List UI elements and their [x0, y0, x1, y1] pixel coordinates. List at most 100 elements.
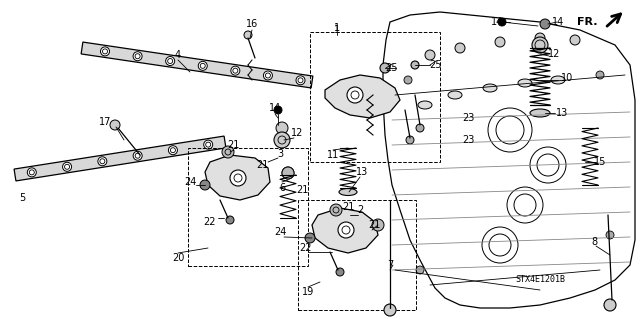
Circle shape: [274, 132, 290, 148]
Circle shape: [282, 167, 294, 179]
Circle shape: [570, 35, 580, 45]
Circle shape: [204, 140, 212, 149]
Text: 24: 24: [184, 177, 196, 187]
Circle shape: [276, 122, 288, 134]
Text: 12: 12: [291, 128, 303, 138]
Circle shape: [330, 204, 342, 216]
Text: 19: 19: [302, 287, 314, 297]
Text: 25: 25: [386, 63, 398, 73]
Text: 2: 2: [357, 205, 363, 215]
Circle shape: [498, 18, 506, 26]
Text: 1: 1: [334, 25, 340, 35]
Ellipse shape: [339, 189, 357, 196]
Circle shape: [198, 61, 207, 70]
Text: 21: 21: [227, 140, 239, 150]
Text: 21: 21: [368, 220, 380, 230]
Circle shape: [244, 31, 252, 39]
Text: 23: 23: [462, 113, 474, 123]
Circle shape: [110, 120, 120, 130]
Ellipse shape: [448, 91, 462, 99]
Text: 1: 1: [334, 23, 340, 33]
Ellipse shape: [551, 76, 565, 84]
Ellipse shape: [530, 109, 550, 117]
Text: 6: 6: [279, 183, 285, 193]
Circle shape: [406, 136, 414, 144]
Circle shape: [231, 66, 240, 75]
Text: 13: 13: [356, 167, 368, 177]
Polygon shape: [325, 75, 400, 118]
Circle shape: [226, 216, 234, 224]
Circle shape: [63, 162, 72, 171]
Polygon shape: [205, 155, 270, 200]
Text: 5: 5: [19, 193, 25, 203]
Circle shape: [222, 146, 234, 158]
Circle shape: [166, 56, 175, 65]
Circle shape: [133, 151, 142, 160]
Circle shape: [264, 71, 273, 80]
Circle shape: [596, 71, 604, 79]
Polygon shape: [383, 12, 635, 308]
Circle shape: [606, 231, 614, 239]
Text: 3: 3: [277, 149, 283, 159]
Polygon shape: [14, 136, 226, 181]
Circle shape: [540, 19, 550, 29]
Bar: [310, 32, 440, 162]
Ellipse shape: [483, 84, 497, 92]
Circle shape: [372, 219, 384, 231]
Text: 14: 14: [491, 17, 503, 27]
Text: 14: 14: [269, 103, 281, 113]
Circle shape: [425, 50, 435, 60]
Text: STX4E1201B: STX4E1201B: [515, 276, 565, 285]
Polygon shape: [312, 208, 378, 253]
Circle shape: [305, 233, 315, 243]
Text: 4: 4: [175, 50, 181, 60]
Text: 12: 12: [548, 49, 560, 59]
Text: 22: 22: [204, 217, 216, 227]
Circle shape: [98, 157, 107, 166]
Text: 11: 11: [327, 150, 339, 160]
Text: 21: 21: [296, 185, 308, 195]
Text: 16: 16: [246, 19, 258, 29]
Circle shape: [604, 299, 616, 311]
Circle shape: [532, 37, 548, 53]
Circle shape: [416, 124, 424, 132]
Text: 20: 20: [172, 253, 184, 263]
Text: 24: 24: [274, 227, 286, 237]
Circle shape: [347, 87, 363, 103]
Bar: [298, 200, 416, 310]
Circle shape: [416, 266, 424, 274]
Circle shape: [404, 76, 412, 84]
Text: FR.: FR.: [577, 17, 597, 27]
Text: 21: 21: [342, 202, 354, 212]
Circle shape: [455, 43, 465, 53]
Text: 22: 22: [299, 243, 311, 253]
Circle shape: [28, 168, 36, 177]
Text: 23: 23: [462, 135, 474, 145]
Text: 25: 25: [429, 60, 442, 70]
Text: 10: 10: [561, 73, 573, 83]
Text: 13: 13: [556, 108, 568, 118]
Circle shape: [384, 304, 396, 316]
Circle shape: [296, 76, 305, 85]
Circle shape: [411, 61, 419, 69]
Text: 7: 7: [387, 260, 393, 270]
Circle shape: [230, 170, 246, 186]
Circle shape: [133, 52, 142, 61]
Circle shape: [380, 63, 390, 73]
Circle shape: [200, 180, 210, 190]
Text: 14: 14: [552, 17, 564, 27]
Text: 8: 8: [591, 237, 597, 247]
Ellipse shape: [418, 101, 432, 109]
Circle shape: [168, 146, 177, 155]
Text: 21: 21: [256, 160, 268, 170]
Circle shape: [338, 222, 354, 238]
Text: 15: 15: [594, 157, 606, 167]
Circle shape: [100, 47, 109, 56]
Text: 17: 17: [99, 117, 111, 127]
Circle shape: [274, 106, 282, 114]
Circle shape: [535, 33, 545, 43]
Circle shape: [336, 268, 344, 276]
Circle shape: [282, 167, 294, 179]
Circle shape: [495, 37, 505, 47]
Ellipse shape: [518, 79, 532, 87]
